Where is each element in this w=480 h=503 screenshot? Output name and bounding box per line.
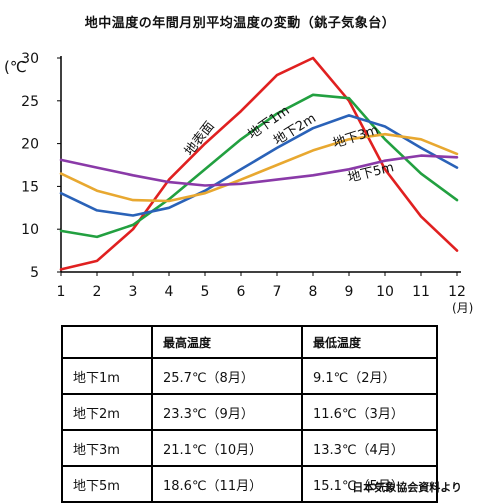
table-header-row: 最高温度 最低温度 <box>61 325 438 359</box>
table-cell-min: 15.1℃（5月） <box>301 465 438 503</box>
table-cell-min: 13.3℃（4月） <box>301 429 438 467</box>
table-cell-depth: 地下5m <box>61 465 153 503</box>
chart-title: 地中温度の年間月別平均温度の変動（銚子気象台） <box>84 16 396 31</box>
x-tick-label: 11 <box>412 284 430 300</box>
series-line <box>59 114 459 217</box>
table-cell-min: 9.1℃（2月） <box>301 357 438 395</box>
table-cell-max: 23.3℃（9月） <box>151 393 303 431</box>
series-line <box>59 93 459 239</box>
series-line <box>59 132 459 203</box>
table-cell-depth: 地下2m <box>61 393 153 431</box>
table-cell-depth: 地下1m <box>61 357 153 395</box>
x-tick-label: 8 <box>309 284 318 300</box>
table-cell-max: 21.1℃（10月） <box>151 429 303 467</box>
series-line <box>59 154 459 187</box>
x-tick-label: 9 <box>345 284 354 300</box>
table-row: 地下3m 21.1℃（10月） 13.3℃（4月） <box>61 429 438 467</box>
x-tick-label: 12 <box>448 284 466 300</box>
y-tick-label: 25 <box>21 94 39 110</box>
table-cell-max: 18.6℃（11月） <box>151 465 303 503</box>
table-header-min: 最低温度 <box>301 325 438 359</box>
y-axis-label: (℃ <box>4 58 27 76</box>
table-cell-max: 25.7℃（8月） <box>151 357 303 395</box>
table-cell-min: 11.6℃（3月） <box>301 393 438 431</box>
table-header-cell <box>61 325 153 359</box>
temperature-table: 最高温度 最低温度 地下1m 25.7℃（8月） 9.1℃（2月） 地下2m 2… <box>61 325 438 503</box>
y-tick-label: 5 <box>30 265 39 281</box>
x-tick-label: 3 <box>129 284 138 300</box>
x-tick-label: 7 <box>273 284 282 300</box>
series-line <box>59 56 459 271</box>
x-tick-label: 10 <box>376 284 394 300</box>
table-row: 地下1m 25.7℃（8月） 9.1℃（2月） <box>61 357 438 395</box>
table-cell-depth: 地下3m <box>61 429 153 467</box>
x-tick-label: 1 <box>57 284 66 300</box>
y-tick-label: 30 <box>21 51 39 67</box>
table-header-max: 最高温度 <box>151 325 303 359</box>
table-row: 地下5m 18.6℃（11月） 15.1℃（5月） <box>61 465 438 503</box>
x-tick-label: 6 <box>237 284 246 300</box>
table-row: 地下2m 23.3℃（9月） 11.6℃（3月） <box>61 393 438 431</box>
y-tick-label: 10 <box>21 222 39 238</box>
source-note: 日本気象協会資料より <box>352 481 462 494</box>
y-tick-label: 20 <box>21 137 39 153</box>
x-axis-label: (月) <box>452 301 473 315</box>
x-tick-label: 4 <box>165 284 174 300</box>
x-tick-label: 5 <box>201 284 210 300</box>
series-label: 地表面 <box>182 119 218 159</box>
x-tick-label: 2 <box>93 284 102 300</box>
y-tick-label: 15 <box>21 179 39 195</box>
